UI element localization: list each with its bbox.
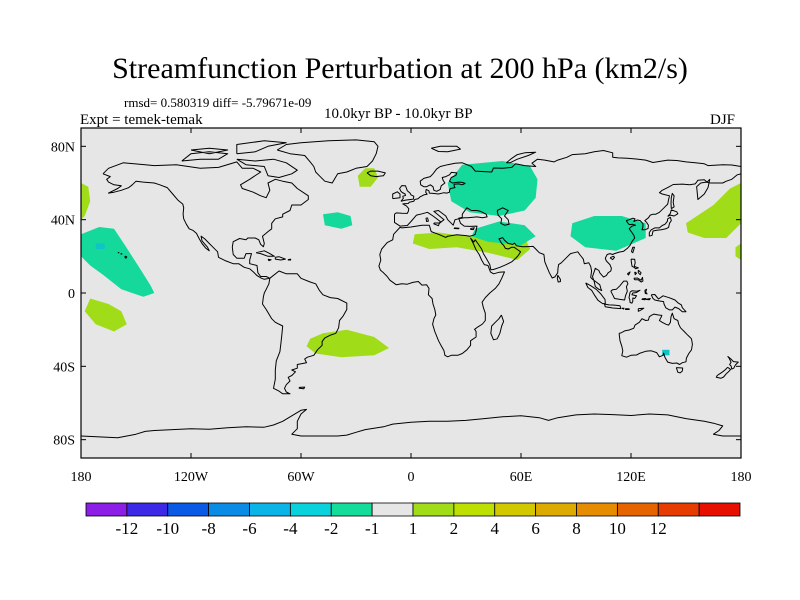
colorbar-swatch: [330, 502, 373, 517]
season-label: DJF: [710, 112, 736, 128]
lon-tick-label: 60W: [287, 470, 315, 485]
lon-tick-label: 120W: [174, 470, 209, 485]
map-background: [81, 128, 741, 458]
colorbar-label: 6: [531, 519, 540, 538]
experiment-label: Expt = temek-temak: [80, 112, 203, 128]
anomaly-south-pacific-positive: [84, 298, 127, 332]
colorbar-swatch: [535, 502, 577, 517]
colorbar-label: 10: [609, 519, 626, 538]
longitude-axis: 180 120W 60W 0 60E 120E 180: [71, 128, 752, 485]
lon-tick-label: 120E: [616, 470, 646, 485]
coast-australia: [618, 312, 693, 365]
colorbar-label: 1: [409, 519, 418, 538]
latitude-axis: 80N 40N 0 40S 80S: [51, 140, 741, 449]
colorbar-label: -4: [283, 519, 298, 538]
map-title: Streamfunction Perturbation at 200 hPa (…: [112, 52, 688, 85]
colorbar-label: -1: [365, 519, 379, 538]
coast-iceland: [366, 170, 386, 178]
anomaly-layer: [81, 161, 741, 358]
stats-text: rmsd= 0.580319 diff= -5.79671e-09: [124, 95, 312, 110]
anomaly-east-asia-negative: [570, 216, 646, 251]
lon-tick-label: 180: [731, 470, 752, 485]
coast-greenland: [276, 139, 379, 184]
colorbar-swatch: [85, 502, 128, 517]
coast-antarctica: [81, 408, 741, 439]
colorbar-label: 12: [650, 519, 667, 538]
anomaly-east-pacific-edge-positive: [735, 243, 741, 260]
period-label: 10.0kyr BP - 10.0kyr BP: [324, 106, 473, 122]
colorbar-label: 4: [491, 519, 500, 538]
coast-falklands: [298, 386, 306, 390]
coast-sakhalin: [670, 192, 675, 210]
colorbar-label: -8: [202, 519, 216, 538]
coast-new-guinea: [650, 294, 687, 313]
colorbar-label: -10: [156, 519, 179, 538]
colorbar-swatch: [698, 502, 741, 517]
colorbar-swatch: [126, 502, 169, 517]
lon-tick-label: 180: [71, 470, 92, 485]
colorbar-label: -6: [242, 519, 256, 538]
coast-hawaii: [117, 251, 128, 259]
lat-tick-label: 80S: [53, 434, 75, 449]
lat-tick-label: 40S: [53, 360, 75, 375]
colorbar-label: 8: [572, 519, 581, 538]
coast-arctic-eurasia: [430, 145, 537, 164]
anomaly-eurasia-negative: [447, 161, 538, 216]
coast-new-zealand: [715, 355, 739, 379]
coast-sri-lanka: [556, 274, 561, 283]
coastlines: [81, 139, 741, 439]
coast-arctic-islands: [181, 140, 298, 178]
colorbar-swatch: [167, 502, 210, 517]
coast-british-isles: [392, 185, 415, 202]
colorbar-swatch: [453, 502, 496, 517]
coast-taiwan: [609, 246, 635, 261]
anomaly-northwest-pacific-positive: [686, 183, 741, 238]
lon-tick-label: 0: [408, 470, 415, 485]
anomaly-dateline-west-positive: [81, 183, 91, 220]
lat-tick-label: 40N: [51, 214, 75, 229]
coast-south-america: [262, 270, 348, 395]
colorbar-swatch: [412, 502, 455, 517]
colorbar: -12 -10 -8 -6 -4 -2 -1 1 2 4 6 8 10 12: [85, 502, 741, 538]
coast-caribbean: [255, 250, 292, 262]
colorbar-swatch: [576, 502, 618, 517]
lat-tick-label: 80N: [51, 140, 75, 155]
coast-caspian: [496, 207, 510, 226]
anomaly-north-pacific-core: [95, 243, 105, 249]
coast-japan: [648, 209, 679, 237]
colorbar-label: -12: [116, 519, 139, 538]
coast-madagascar: [490, 314, 505, 341]
colorbar-swatch: [289, 502, 332, 517]
coast-philippines: [626, 258, 644, 283]
colorbar-swatch: [657, 502, 700, 517]
anomaly-middle-east-negative: [471, 221, 536, 246]
colorbar-label: -2: [324, 519, 338, 538]
coast-med-islands: [425, 217, 475, 231]
lat-tick-label: 0: [68, 287, 75, 302]
colorbar-label: 2: [450, 519, 459, 538]
anomaly-greenland-sea-positive: [357, 168, 378, 187]
coast-indonesia: [585, 280, 651, 312]
colorbar-swatch: [494, 502, 537, 517]
coast-tasmania: [675, 367, 684, 374]
coast-north-america: [102, 161, 309, 280]
anomaly-mid-atlantic-negative: [323, 212, 353, 229]
colorbar-swatch: [208, 502, 250, 517]
colorbar-swatch: [371, 502, 414, 517]
colorbar-swatch: [249, 502, 291, 517]
colorbar-swatch: [616, 502, 659, 517]
coast-eurasia: [378, 150, 741, 358]
lon-tick-label: 60E: [510, 470, 533, 485]
